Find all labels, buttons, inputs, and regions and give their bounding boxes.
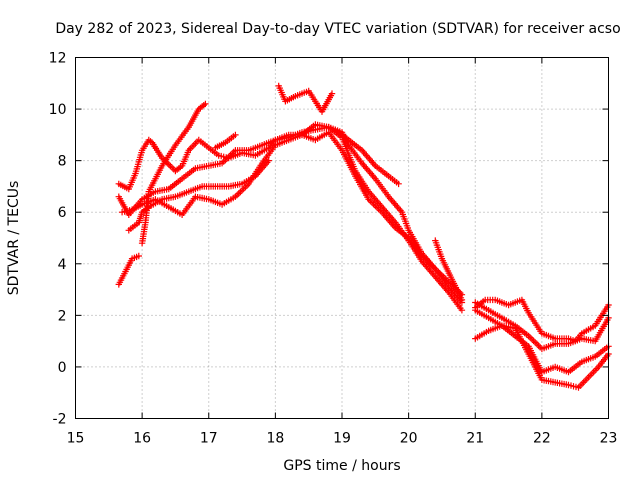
series-markers-track-6 <box>138 100 209 247</box>
x-tick-label-22: 22 <box>533 431 551 447</box>
x-tick-label-19: 19 <box>333 431 351 447</box>
series-track-10 <box>432 237 466 304</box>
series-markers-track-7 <box>212 131 239 151</box>
series-track-6 <box>138 100 209 247</box>
series-markers-track-5 <box>125 157 272 234</box>
series-markers-track-4 <box>115 252 142 288</box>
y-tick-label-2: 2 <box>58 308 67 324</box>
series-track-8 <box>275 82 336 115</box>
y-tick-label-8: 8 <box>58 154 67 170</box>
x-tick-label-15: 15 <box>67 431 85 447</box>
y-tick-label-10: 10 <box>49 102 67 118</box>
x-tick-label-18: 18 <box>266 431 284 447</box>
series-markers-track-2 <box>115 129 466 298</box>
series-line-track-2 <box>118 131 463 296</box>
x-tick-label-23: 23 <box>600 431 618 447</box>
data-series <box>115 82 612 391</box>
series-track-7 <box>212 131 239 151</box>
y-tick-label--2: -2 <box>53 412 67 428</box>
series-track-4 <box>115 252 142 288</box>
series-markers-track-10 <box>432 237 466 304</box>
y-tick-label-12: 12 <box>49 51 67 67</box>
x-tick-label-16: 16 <box>133 431 151 447</box>
series-markers-track-8 <box>275 82 336 115</box>
chart-title: Day 282 of 2023, Sidereal Day-to-day VTE… <box>55 21 620 37</box>
series-track-1 <box>115 123 466 306</box>
series-track-12 <box>472 299 612 353</box>
series-markers-track-9 <box>332 126 402 188</box>
series-markers-track-1 <box>115 123 466 306</box>
x-tick-labels: 15 16 17 18 19 20 21 22 23 <box>67 431 618 447</box>
series-markers-track-12 <box>472 299 612 353</box>
x-tick-label-20: 20 <box>400 431 418 447</box>
y-tick-labels: -2 0 2 4 6 8 10 12 <box>49 51 67 428</box>
axis-ticks <box>75 57 609 419</box>
y-tick-label-4: 4 <box>58 257 67 273</box>
y-tick-label-0: 0 <box>58 360 67 376</box>
x-tick-label-21: 21 <box>466 431 484 447</box>
x-axis-label: GPS time / hours <box>283 458 400 474</box>
grid <box>75 57 609 419</box>
x-tick-label-17: 17 <box>200 431 218 447</box>
series-line-track-6 <box>141 103 207 244</box>
y-tick-label-6: 6 <box>58 205 67 221</box>
series-markers-track-14 <box>472 322 612 391</box>
series-track-2 <box>115 129 466 298</box>
series-track-5 <box>125 157 272 234</box>
y-axis-label: SDTVAR / TECUs <box>6 181 22 296</box>
series-track-14 <box>472 322 612 391</box>
series-track-9 <box>332 126 402 188</box>
